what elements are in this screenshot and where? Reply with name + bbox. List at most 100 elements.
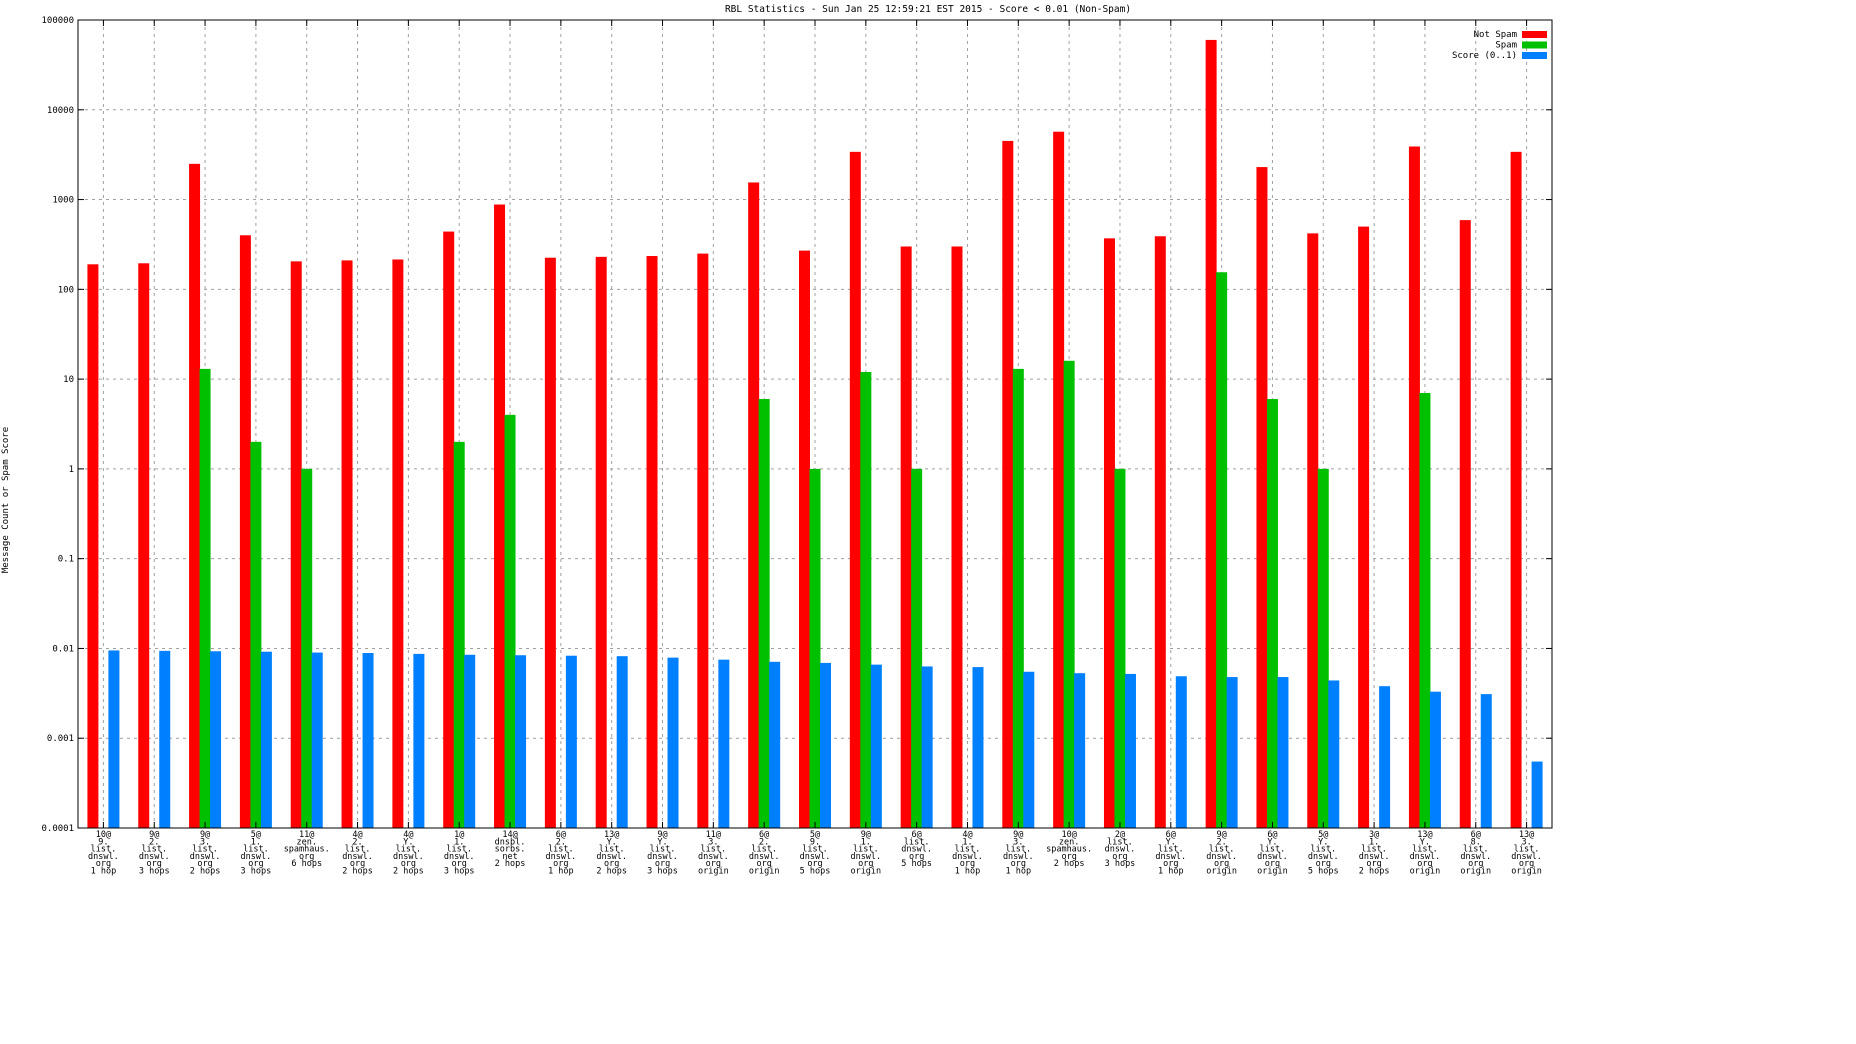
bar-score: [1429, 691, 1441, 828]
bar-spam: [809, 468, 821, 828]
bar-not_spam: [748, 182, 760, 828]
bar-score: [921, 666, 933, 828]
y-tick-labels: 0.0001 0.001 0.01 0.1 1 10 100 1000 10000 100000: [41, 16, 74, 834]
legend-swatch-score: [1522, 52, 1547, 59]
bar-score: [718, 659, 730, 828]
bar-score: [972, 667, 984, 828]
bar-not_spam: [849, 151, 861, 828]
x-tick-label: 2@ list. dnswl. org 3 hops: [1105, 830, 1136, 869]
bar-not_spam: [646, 256, 658, 829]
bar-spam: [199, 368, 211, 828]
bar-score: [820, 662, 831, 828]
bar-score: [1226, 677, 1238, 828]
x-tick-label: 9@ 3. list. dnswl. org 1 hop: [1003, 830, 1034, 877]
y-tick-label: 10: [63, 375, 74, 385]
x-tick-label: 9@ Y. list. dnswl. org 3 hops: [647, 830, 678, 877]
x-tick-label: 10@ 9. list. dnswl. org 1 hop: [88, 830, 119, 877]
bar-not_spam: [697, 253, 709, 828]
y-tick-label: 100: [58, 285, 74, 295]
y-tick-label: 100000: [41, 16, 74, 26]
x-tick-label: 13@ Y. list. dnswl. org origin: [1410, 830, 1441, 877]
x-tick-label: 11@ zen. spamhaus. org 6 hops: [284, 830, 330, 869]
bar-spam: [1419, 393, 1431, 828]
bar-not_spam: [138, 263, 150, 828]
bar-score: [667, 657, 679, 828]
x-tick-label: 9@ 3. list. dnswl. org 2 hops: [190, 830, 221, 877]
bar-score: [1175, 676, 1187, 828]
bar-score: [260, 651, 272, 828]
y-tick-label: 1: [69, 465, 74, 475]
x-tick-labels: 10@ 9. list. dnswl. org 1 hop 9@ 2. list. dnswl. o…: [88, 830, 1542, 877]
legend-label-score: Score (0..1): [1452, 51, 1517, 61]
chart-title: RBL Statistics - Sun Jan 25 12:59:21 EST…: [725, 4, 1131, 15]
y-tick-label: 0.1: [58, 555, 74, 565]
bar-not_spam: [1103, 238, 1115, 829]
y-axis-label: Message Count or Spam Score: [1, 427, 11, 573]
plot-frame: [77, 19, 1553, 829]
bar-not_spam: [900, 246, 912, 829]
bar-spam: [453, 441, 465, 828]
y-tick-label: 0.01: [52, 644, 74, 654]
bar-spam: [1216, 272, 1228, 828]
bar-score: [1531, 761, 1543, 828]
bar-score: [1379, 686, 1391, 828]
bar-score: [769, 661, 781, 828]
x-tick-label: 9@ 1. list. dnswl. org origin: [850, 830, 881, 877]
bar-spam: [860, 372, 872, 828]
bar-score: [464, 654, 476, 828]
bar-spam: [1012, 368, 1024, 828]
bar-not_spam: [1002, 140, 1014, 828]
bar-score: [1074, 673, 1086, 828]
legend-swatch-spam: [1522, 41, 1547, 49]
axes: [77, 19, 1553, 829]
legend-label-spam: Spam: [1495, 41, 1517, 51]
x-tick-label: 4@ 2. list. dnswl. org 2 hops: [342, 830, 373, 877]
x-tick-label: 11@ 3. list. dnswl. org origin: [698, 830, 729, 877]
bar-not_spam: [1510, 151, 1522, 828]
bar-score: [1277, 677, 1289, 828]
bar-not_spam: [1408, 146, 1420, 828]
bar-not_spam: [189, 163, 201, 828]
bar-score: [108, 650, 120, 828]
x-tick-label: 14@ dnsbl. sorbs. net 2 hops: [495, 830, 526, 869]
bar-score: [311, 652, 323, 828]
x-tick-label: 9@ 2. list. dnswl. org 3 hops: [139, 830, 170, 877]
bar-not_spam: [1256, 167, 1268, 828]
bar-not_spam: [1358, 226, 1370, 828]
bar-spam: [758, 399, 770, 828]
bar-not_spam: [494, 204, 506, 828]
bar-not_spam: [392, 259, 404, 828]
bar-score: [1023, 671, 1035, 828]
bar-spam: [1063, 360, 1075, 828]
bar-not_spam: [443, 231, 455, 829]
bar-score: [159, 650, 171, 828]
x-tick-label: 6@ Y. list. dnswl. org origin: [1257, 830, 1288, 877]
legend-label-not_spam: Not Spam: [1474, 30, 1517, 40]
bars: [87, 39, 1543, 829]
bar-score: [362, 652, 374, 828]
bar-spam: [301, 468, 313, 828]
x-tick-label: 4@ Y. list. dnswl. org 2 hops: [393, 830, 424, 877]
x-tick-label: 5@ Y. list. dnswl. org 5 hops: [1308, 830, 1339, 877]
y-tick-label: 0.0001: [41, 824, 74, 834]
bar-spam: [1114, 468, 1126, 828]
bar-score: [565, 655, 577, 828]
bar-spam: [1266, 399, 1278, 828]
x-tick-label: 6@ 2. list. dnswl. org 1 hop: [546, 830, 577, 877]
bar-score: [616, 656, 628, 828]
bar-not_spam: [1154, 236, 1166, 828]
bar-spam: [911, 468, 923, 828]
bar-not_spam: [951, 246, 963, 829]
bar-not_spam: [544, 257, 556, 828]
bar-score: [515, 655, 527, 828]
bar-spam: [1317, 468, 1329, 828]
x-tick-label: 6@ Y. list. dnswl. org 1 hop: [1155, 830, 1186, 877]
bar-not_spam: [595, 256, 607, 828]
x-tick-label: 6@ list. dnswl. org 5 hops: [901, 830, 932, 869]
bar-not_spam: [290, 261, 302, 829]
x-tick-label: 5@ 1. list. dnswl. org 3 hops: [241, 830, 272, 877]
bar-spam: [504, 414, 516, 828]
x-tick-label: 5@ 9. list. dnswl. org 5 hops: [800, 830, 831, 877]
x-tick-label: 10@ zen. spamhaus. org 2 hops: [1046, 830, 1092, 869]
x-tick-label: 13@ 3. list. dnswl. org origin: [1511, 830, 1542, 877]
